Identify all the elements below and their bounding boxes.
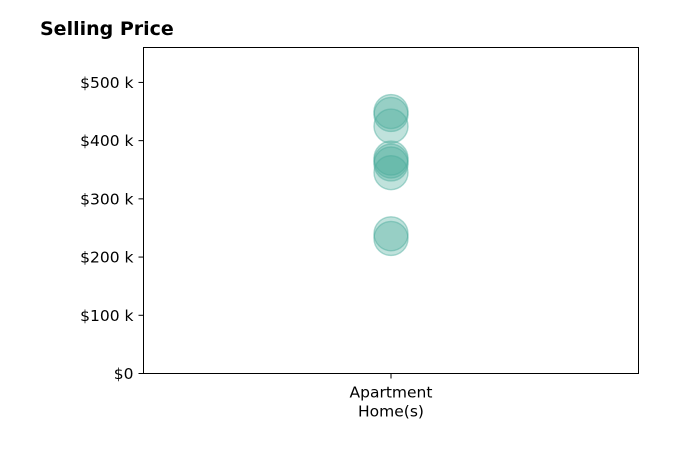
x-tick-label: Apartment Home(s) [350, 384, 433, 421]
chart-title: Selling Price [40, 18, 174, 40]
data-point [373, 143, 409, 179]
y-tick-label: $100 k [80, 307, 133, 325]
y-tick-label: $400 k [80, 132, 133, 150]
data-point [373, 140, 409, 176]
x-tick-label-line: Apartment [350, 384, 433, 402]
y-tick-label: $500 k [80, 74, 133, 92]
data-point [373, 96, 409, 133]
data-point [373, 154, 409, 191]
data-point [373, 216, 409, 252]
data-point [373, 146, 409, 182]
y-tick-label: $300 k [80, 190, 133, 208]
data-point [373, 220, 409, 257]
data-point [373, 93, 409, 130]
y-tick-label: $0 [114, 365, 134, 383]
plot-frame [143, 47, 639, 374]
axis-ticks: $0 $100 k $200 k $300 k $400 k $500 k Apartmen… [80, 74, 432, 421]
y-tick-label: $200 k [80, 249, 133, 267]
chart-marks [373, 93, 409, 257]
data-point [373, 108, 409, 144]
x-tick-label-line: Home(s) [358, 403, 424, 421]
